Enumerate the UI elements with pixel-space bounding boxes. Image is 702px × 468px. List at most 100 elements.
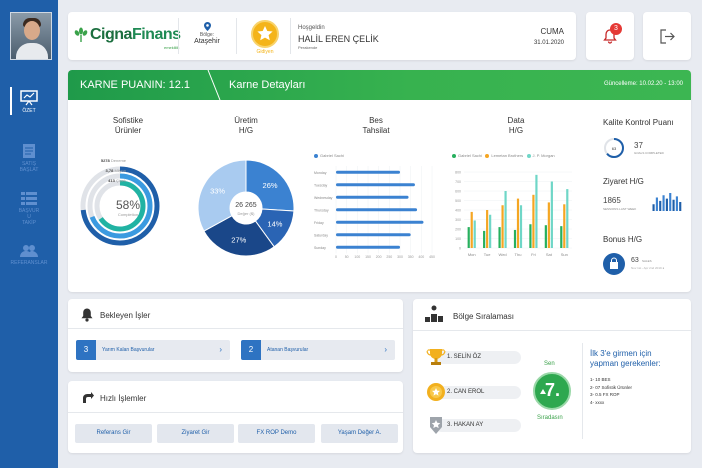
top3-item: 3- 0.5 FX ROP [590,392,620,397]
podium-icon [425,305,443,322]
medal-silver-icon [430,417,442,434]
y-tick-label: Thursday [314,208,329,212]
quick-button-fx-rop[interactable]: FX ROP Demo [238,424,315,443]
logo-subtitle: emeklilik [164,45,180,50]
quick-button-ziyaret[interactable]: Ziyaret Gir [157,424,234,443]
bar [336,208,418,212]
kalite-ring [604,138,624,158]
nav-item-ozet[interactable]: ÖZET [0,87,58,115]
presentation-chart-icon [20,90,38,106]
sofistike-ring-labels: 5278 Deneme 3,78 Milyon 413 Çiçek [94,156,126,186]
y-tick-label: 700 [455,180,461,184]
task-count: 2 [241,340,261,360]
nav-item-satis-baslat[interactable]: SATIŞ BAŞLAT [0,143,58,173]
bar [544,225,547,248]
region-block: Bölge: Ataşehir [188,22,226,45]
arrow-up-icon [540,389,546,394]
y-tick-label: 0 [459,246,461,250]
pie-center-value: 26 265 [235,202,257,209]
bar [665,198,668,211]
top3-item: 2- 07 Sofistik Ürünler [590,384,633,390]
bonus-title: Bonus H/G [603,235,643,244]
bar [652,204,655,211]
top3-item: 1- 10 BES [590,377,611,382]
ring-label-2: Milyon [114,168,126,173]
bar [679,202,682,211]
avatar[interactable] [10,12,52,60]
header-divider [207,70,221,100]
ranking-entry-1: 1. SELİN ÖZ [425,346,525,368]
quick-button-referans[interactable]: Referans Gir [75,424,152,443]
y-tick-label: Sunday [314,246,326,250]
user-name: HALİL EREN ÇELİK [298,34,379,44]
bar [504,191,507,248]
y-tick-label: 300 [455,218,461,222]
notifications-button[interactable]: 3 [586,12,634,60]
bar [336,220,424,224]
sofistike-title: Sofistike Ürünler [88,116,168,136]
bes-bar-chart: 0 50 100 150 200 250 300 350 400 450 Monday Tuesday… [314,166,435,259]
data-title-2: H/G [508,126,524,135]
quick-actions-panel: Hızlı İşlemler Referans Gir Ziyaret Gir … [68,381,403,453]
scorecard-header: KARNE PUANIN: 12.1 Karne Detayları Günce… [68,70,691,100]
x-tick-label: 0 [335,255,337,259]
uretim-title-2: H/G [238,126,254,135]
bonus-label: SALES [642,259,652,263]
bonus-value: 63 [631,257,639,264]
y-tick-label: 800 [455,170,461,174]
y-tick-label: Friday [314,221,324,225]
ranking-label: 1. SELİN ÖZ [447,354,482,360]
y-tick-label: 400 [455,208,461,212]
bar [672,199,675,211]
bar [662,195,665,211]
star-icon [257,26,273,41]
x-tick-label: 100 [354,255,360,259]
nav-item-referanslar[interactable]: REFERANSLAR [0,244,58,266]
ring-label-3: Çiçek [115,178,126,183]
cigna-tree-icon [74,27,88,42]
top3-list: 1- 10 BES 2- 07 Sofistik Ürünler 3- 0.5 … [590,376,632,406]
region-label: Bölge: [199,32,215,38]
medal-gold-icon [427,383,445,401]
legend-item-2: Lemetan Brothers [491,153,524,158]
y-tick-label: 500 [455,199,461,203]
bar [535,174,538,248]
ring-label-1: Deneme [110,158,126,163]
uretim-title-1: Üretim [234,116,258,125]
pie-slice-label: 14% [267,219,282,228]
kalite-ring-value: 63 [611,146,617,151]
bar [566,189,569,248]
bar [547,202,550,248]
logout-button[interactable] [643,12,691,60]
pending-task-2[interactable]: 2 Atanan Başvurular › [241,340,395,360]
x-tick-label: 250 [386,255,392,259]
bar [501,205,504,248]
logo-text-2: Finans [131,26,181,43]
data-bar-chart: 0 100 200 300 400 500 600 700 800 Mon Tue Wed Thu Fri… [455,170,572,257]
chevron-right-icon: › [384,345,387,354]
ring-value-1: 5278 [100,158,110,163]
pending-task-1[interactable]: 3 Yarım Kalan Başvurular › [76,340,230,360]
quick-button-yasam[interactable]: Yaşam Değer A. [321,424,398,443]
sofistike-radial-chart [80,166,160,246]
bar [336,233,411,237]
pie-slice-label: 26% [263,181,278,190]
x-tick-label: 450 [429,255,435,259]
bar [519,205,523,248]
ring-value-3: 413 [108,178,115,183]
ring-value-2: 3,78 [105,168,114,173]
bes-title: Bes Tahsilat [336,116,416,136]
bar [486,210,489,248]
bar [529,224,532,248]
your-rank-value: 7. [545,380,561,400]
nav-label: BAŞVUR U TAKİP [18,208,40,226]
uretim-title: Üretim H/G [206,116,286,136]
top-bar: CignaFinans emeklilik Bölge: Ataşehir Gi… [68,12,576,60]
nav-item-basvuru-takip[interactable]: BAŞVUR U TAKİP [0,192,58,226]
quick-title: Hızlı İşlemler [100,394,147,403]
arrow-up-right-icon [83,392,94,403]
greeting: Hoşgeldin [298,25,325,31]
scorecard-title: KARNE PUANIN: 12.1 [80,79,191,91]
y-tick-label: 100 [455,237,461,241]
x-tick-label: Fri [531,252,536,257]
